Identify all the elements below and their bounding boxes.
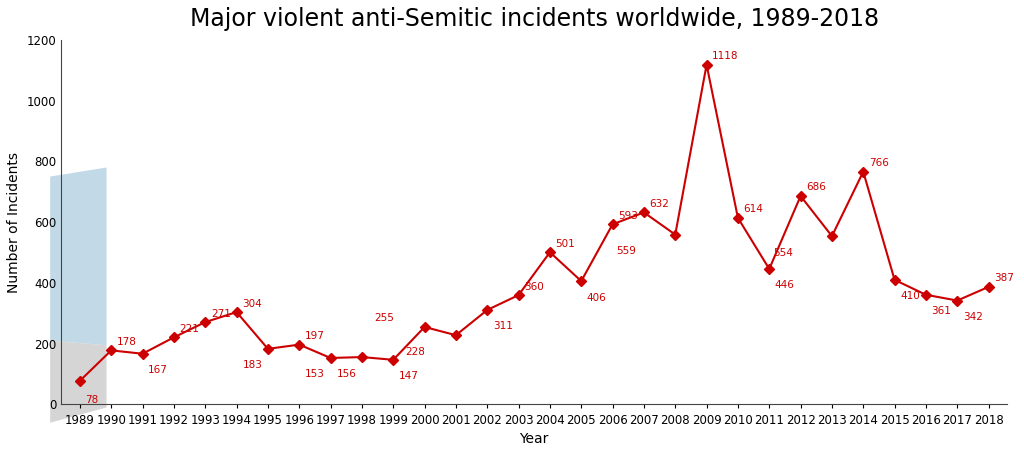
Text: 554: 554 xyxy=(773,248,793,258)
Text: 153: 153 xyxy=(305,370,325,380)
Polygon shape xyxy=(50,168,106,345)
Text: 197: 197 xyxy=(305,331,325,341)
Text: 147: 147 xyxy=(398,371,419,381)
Text: 406: 406 xyxy=(587,293,606,303)
Text: 446: 446 xyxy=(775,280,795,290)
Text: 311: 311 xyxy=(493,322,513,332)
Text: 304: 304 xyxy=(242,299,262,308)
X-axis label: Year: Year xyxy=(519,432,549,446)
Text: 271: 271 xyxy=(211,308,230,318)
Title: Major violent anti-Semitic incidents worldwide, 1989-2018: Major violent anti-Semitic incidents wor… xyxy=(189,7,879,31)
Text: 228: 228 xyxy=(406,347,425,357)
Text: 360: 360 xyxy=(524,281,544,292)
Text: 1118: 1118 xyxy=(712,51,738,61)
Text: 632: 632 xyxy=(649,199,670,209)
Text: 387: 387 xyxy=(994,273,1014,283)
Text: 156: 156 xyxy=(337,368,356,379)
Text: 255: 255 xyxy=(374,313,394,323)
Text: 178: 178 xyxy=(117,337,136,347)
Text: 221: 221 xyxy=(179,324,200,334)
Text: 183: 183 xyxy=(243,360,262,370)
Text: 686: 686 xyxy=(806,183,826,193)
Text: 342: 342 xyxy=(963,312,983,322)
Text: 78: 78 xyxy=(85,395,98,405)
Text: 501: 501 xyxy=(555,239,575,249)
Text: 614: 614 xyxy=(743,204,763,214)
Text: 410: 410 xyxy=(900,291,920,301)
Text: 361: 361 xyxy=(932,306,951,316)
Polygon shape xyxy=(50,341,106,423)
Y-axis label: Number of Incidents: Number of Incidents xyxy=(7,152,20,293)
Text: 766: 766 xyxy=(868,158,889,168)
Text: 593: 593 xyxy=(618,211,638,221)
Text: 559: 559 xyxy=(616,246,636,256)
Text: 167: 167 xyxy=(148,365,168,375)
